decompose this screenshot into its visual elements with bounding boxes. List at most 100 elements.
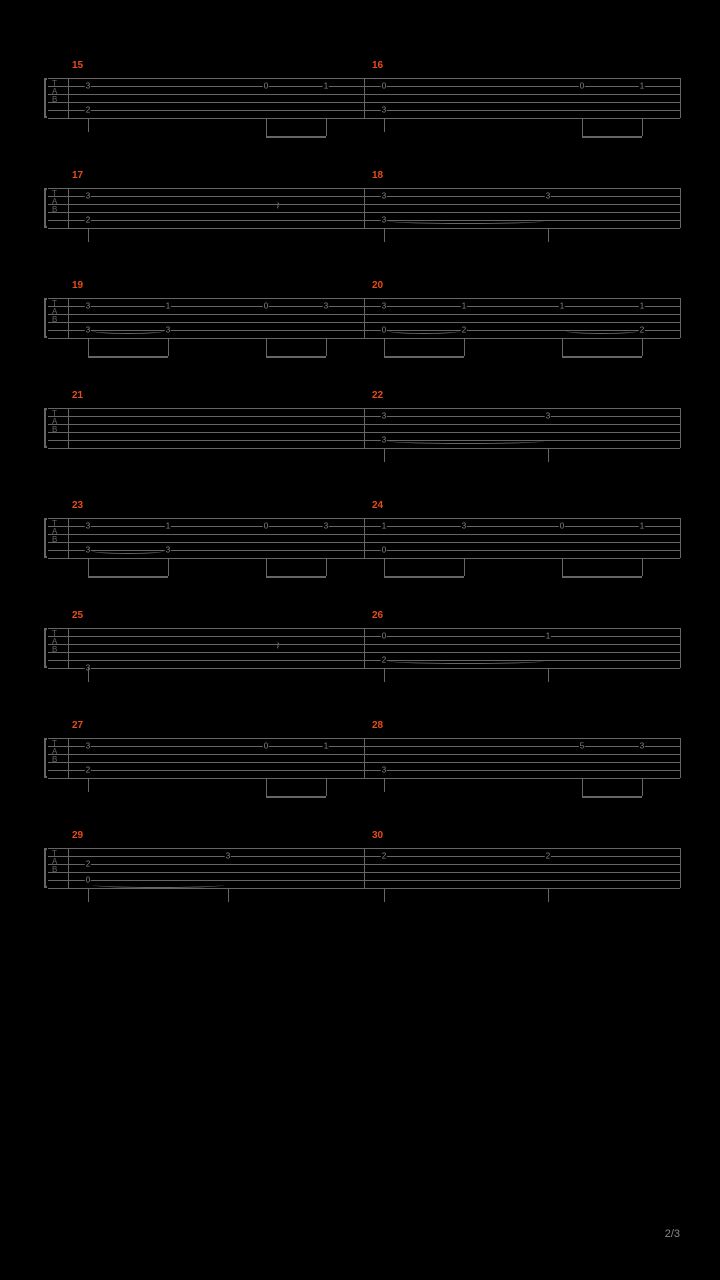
fret-number: 3 bbox=[381, 766, 387, 775]
fret-number: 1 bbox=[381, 522, 387, 531]
note-stem bbox=[88, 118, 89, 132]
fret-number: 0 bbox=[263, 302, 269, 311]
barline bbox=[68, 738, 69, 778]
fret-number: 3 bbox=[85, 326, 91, 335]
barline bbox=[680, 738, 681, 778]
tab-system: TAB2122333 bbox=[48, 390, 680, 450]
system-bracket bbox=[44, 738, 47, 778]
beam bbox=[384, 576, 464, 578]
fret-number: 2 bbox=[381, 852, 387, 861]
note-stem bbox=[88, 888, 89, 902]
note-stem bbox=[642, 118, 643, 136]
system-bracket bbox=[44, 78, 47, 118]
tie bbox=[92, 882, 224, 888]
page-number: 2/3 bbox=[665, 1228, 680, 1240]
barline bbox=[364, 298, 365, 338]
fret-number: 3 bbox=[381, 192, 387, 201]
barline bbox=[68, 628, 69, 668]
note-stem bbox=[88, 228, 89, 242]
fret-number: 3 bbox=[545, 412, 551, 421]
note-stem bbox=[384, 228, 385, 242]
measure-number: 30 bbox=[372, 830, 383, 841]
fret-number: 0 bbox=[85, 876, 91, 885]
note-stem bbox=[548, 228, 549, 242]
note-stem bbox=[642, 778, 643, 796]
note-stem bbox=[464, 558, 465, 576]
barline bbox=[68, 518, 69, 558]
note-stem bbox=[582, 778, 583, 796]
fret-number: 2 bbox=[639, 326, 645, 335]
note-stem bbox=[266, 558, 267, 576]
barline bbox=[364, 518, 365, 558]
fret-number: 3 bbox=[381, 436, 387, 445]
note-stem bbox=[548, 668, 549, 682]
note-stem bbox=[582, 118, 583, 136]
fret-number: 2 bbox=[85, 766, 91, 775]
tab-system: TAB253𝄽26021 bbox=[48, 610, 680, 670]
barline bbox=[68, 78, 69, 118]
fret-number: 3 bbox=[85, 522, 91, 531]
note-stem bbox=[326, 338, 327, 356]
measure-number: 25 bbox=[72, 610, 83, 621]
measure-number: 21 bbox=[72, 390, 83, 401]
tab-label: TAB bbox=[52, 740, 57, 764]
system-bracket bbox=[44, 188, 47, 228]
note-stem bbox=[326, 558, 327, 576]
fret-number: 0 bbox=[263, 522, 269, 531]
system-bracket bbox=[44, 848, 47, 888]
fret-number: 1 bbox=[639, 302, 645, 311]
measure-number: 15 bbox=[72, 60, 83, 71]
tie bbox=[92, 548, 164, 554]
barline bbox=[364, 78, 365, 118]
tie bbox=[388, 658, 544, 664]
measure-number: 29 bbox=[72, 830, 83, 841]
fret-number: 3 bbox=[85, 82, 91, 91]
fret-number: 3 bbox=[225, 852, 231, 861]
fret-number: 3 bbox=[639, 742, 645, 751]
beam bbox=[88, 576, 168, 578]
tab-label: TAB bbox=[52, 850, 57, 874]
fret-number: 0 bbox=[559, 522, 565, 531]
note-stem bbox=[88, 338, 89, 356]
note-stem bbox=[464, 338, 465, 356]
tab-system: TAB292033022 bbox=[48, 830, 680, 890]
barline bbox=[364, 848, 365, 888]
tab-system: TAB1732𝄽18333 bbox=[48, 170, 680, 230]
note-stem bbox=[88, 778, 89, 792]
note-stem bbox=[384, 668, 385, 682]
note-stem bbox=[228, 888, 229, 902]
tab-label: TAB bbox=[52, 80, 57, 104]
note-stem bbox=[88, 558, 89, 576]
beam bbox=[582, 796, 642, 798]
measure-number: 19 bbox=[72, 280, 83, 291]
barline bbox=[68, 188, 69, 228]
note-stem bbox=[384, 448, 385, 462]
rest: 𝄽 bbox=[276, 639, 280, 654]
barline bbox=[364, 408, 365, 448]
fret-number: 3 bbox=[545, 192, 551, 201]
measure-number: 23 bbox=[72, 500, 83, 511]
barline bbox=[68, 848, 69, 888]
note-stem bbox=[384, 888, 385, 902]
fret-number: 3 bbox=[381, 302, 387, 311]
fret-number: 2 bbox=[545, 852, 551, 861]
tab-label: TAB bbox=[52, 630, 57, 654]
measure-number: 26 bbox=[372, 610, 383, 621]
measure-number: 16 bbox=[372, 60, 383, 71]
tab-label: TAB bbox=[52, 300, 57, 324]
measure-number: 24 bbox=[372, 500, 383, 511]
fret-number: 3 bbox=[85, 192, 91, 201]
note-stem bbox=[326, 118, 327, 136]
fret-number: 0 bbox=[381, 82, 387, 91]
rest: 𝄽 bbox=[276, 199, 280, 214]
barline bbox=[680, 848, 681, 888]
measure-number: 17 bbox=[72, 170, 83, 181]
barline bbox=[364, 188, 365, 228]
note-stem bbox=[384, 778, 385, 792]
beam bbox=[266, 576, 326, 578]
system-bracket bbox=[44, 518, 47, 558]
fret-number: 3 bbox=[165, 546, 171, 555]
note-stem bbox=[642, 558, 643, 576]
barline bbox=[68, 408, 69, 448]
note-stem bbox=[384, 118, 385, 132]
